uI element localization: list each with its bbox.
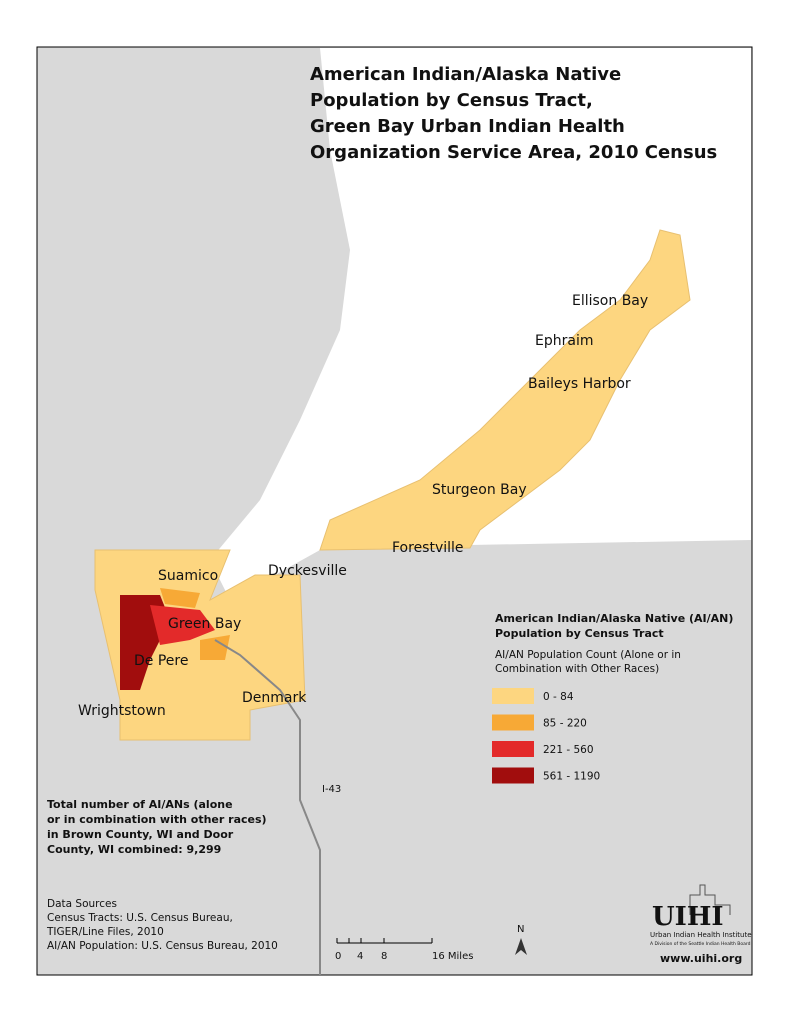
total-note: in Brown County, WI and Door [47,828,234,841]
legend-subtitle: Combination with Other Races) [495,663,659,675]
legend-label: 561 - 1190 [543,771,600,783]
place-label: Sturgeon Bay [432,482,527,498]
title-line: Green Bay Urban Indian Health [310,116,625,137]
source-line: TIGER/Line Files, 2010 [46,926,164,938]
place-label: Suamico [158,568,218,584]
place-label: Ellison Bay [572,293,648,309]
door-county [319,229,691,551]
north-arrow [515,938,527,955]
highway [214,639,321,975]
place-label: Baileys Harbor [528,376,631,392]
legend-label: 221 - 560 [543,744,594,756]
logo-tagline: Urban Indian Health Institute [650,931,752,939]
legend-swatch [492,714,534,731]
logo-sub: A Division of the Seattle Indian Health … [650,941,751,947]
water [210,48,751,600]
legend-swatch [492,741,534,757]
place-label: Green Bay [168,616,241,632]
tract-mid [160,588,200,608]
legend-title: Population by Census Tract [495,627,664,640]
highway-label: I-43 [322,784,341,795]
logo [689,884,731,915]
legend-label: 85 - 220 [543,718,587,730]
total-note: Total number of AI/ANs (alone [47,798,233,811]
logo-url: www.uihi.org [660,952,742,965]
legend-subtitle: AI/AN Population Count (Alone or in [495,649,681,661]
place-label: Forestville [392,540,464,556]
scale-label: 4 [357,951,363,962]
legend-items: 0 - 84 85 - 220 221 - 560 561 - 1190 [492,688,600,784]
place-label: Denmark [242,690,307,706]
total-note: County, WI combined: 9,299 [47,843,221,856]
scale-label: 16 Miles [432,951,473,962]
tract-mid-high [150,605,215,645]
tract-mid [200,635,230,660]
north-label: N [517,924,524,935]
legend-swatch [492,688,534,704]
place-label: Dyckesville [268,563,347,579]
scale-label: 8 [381,951,387,962]
place-label: Ephraim [535,333,593,349]
place-label: Wrightstown [78,703,166,719]
source-line: AI/AN Population: U.S. Census Bureau, 20… [47,940,278,952]
title-line: Population by Census Tract, [310,90,593,111]
title-line: Organization Service Area, 2010 Census [310,142,717,163]
scale-bar [336,938,433,944]
place-label: De Pere [134,653,188,669]
scale-label: 0 [335,951,341,962]
source-line: Data Sources [47,898,117,910]
legend-label: 0 - 84 [543,691,574,703]
total-note: or in combination with other races) [47,813,267,826]
legend-swatch [492,767,534,784]
legend-title: American Indian/Alaska Native (AI/AN) [495,612,733,625]
source-line: Census Tracts: U.S. Census Bureau, [47,912,233,924]
logo-name: UIHI [652,902,724,932]
title-line: American Indian/Alaska Native [310,64,621,85]
